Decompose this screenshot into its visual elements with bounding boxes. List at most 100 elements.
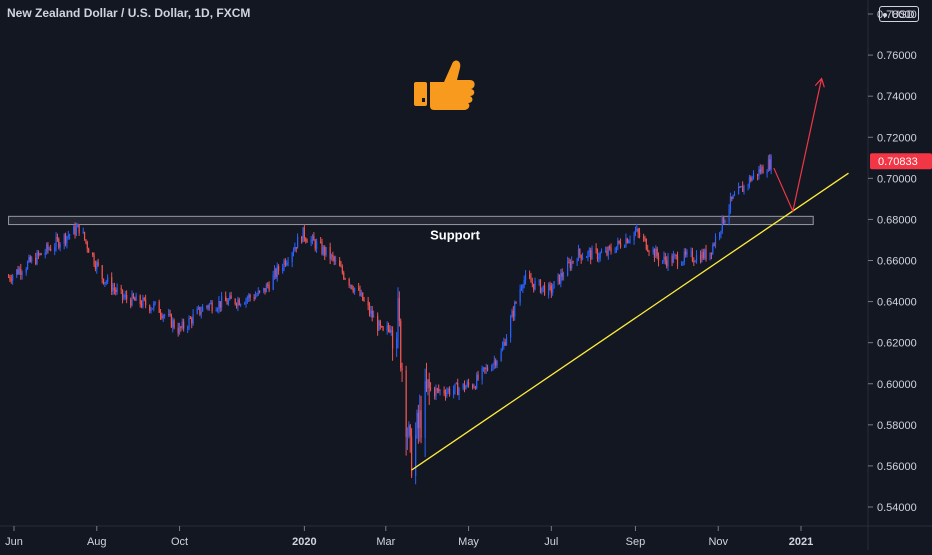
candle-body: [644, 238, 646, 240]
candle-body: [481, 368, 483, 380]
candle-body: [45, 244, 48, 253]
candle-body: [534, 280, 536, 290]
candle-body: [58, 238, 60, 248]
candle-body: [515, 302, 517, 304]
candle-body: [332, 254, 334, 258]
candle-body: [78, 224, 80, 234]
candle-body: [634, 230, 637, 233]
candle-body: [258, 290, 261, 292]
y-tick-label: 0.72000: [877, 132, 917, 144]
candle-body: [541, 287, 543, 293]
candle-body: [645, 238, 647, 250]
candle-body: [733, 194, 736, 196]
candle-body: [145, 299, 147, 306]
candle-body: [16, 269, 18, 276]
candle-body: [218, 301, 220, 309]
candle-body: [714, 236, 717, 245]
candle-body: [311, 235, 314, 240]
candle-body: [389, 328, 391, 333]
candle-body: [341, 266, 343, 273]
chart-title: New Zealand Dollar / U.S. Dollar, 1D, FX…: [7, 6, 251, 20]
candle-body: [728, 209, 730, 221]
y-tick-label: 0.76000: [877, 50, 917, 62]
candle-body: [104, 282, 106, 284]
candle-body: [313, 235, 315, 241]
candle-body: [626, 238, 628, 244]
candle-body: [83, 231, 86, 240]
candle-body: [113, 287, 116, 290]
candle-body: [192, 314, 194, 324]
candle-body: [737, 186, 740, 195]
candle-body: [40, 253, 42, 255]
candle-body: [256, 294, 258, 296]
candle-body: [314, 240, 316, 249]
candle-body: [35, 257, 37, 264]
candle-body: [272, 274, 274, 290]
candle-body: [267, 284, 269, 286]
candle-body: [656, 248, 658, 257]
candle-body: [398, 298, 400, 321]
candle-body: [720, 230, 722, 234]
candle-body: [690, 251, 692, 253]
candle-body: [21, 272, 23, 275]
candle-body: [447, 388, 449, 392]
candle-body: [254, 295, 257, 299]
candle-body: [386, 325, 388, 331]
candle-body: [111, 277, 113, 292]
candle-body: [208, 304, 210, 308]
candle-body: [474, 386, 476, 389]
candle-body: [330, 254, 333, 259]
candle-body: [219, 301, 221, 308]
candle-body: [436, 388, 438, 390]
candle-body: [37, 252, 40, 256]
candle-body: [572, 261, 574, 263]
candle-body: [503, 342, 505, 347]
candle-body: [170, 314, 172, 328]
candle-body: [568, 261, 570, 263]
candle-body: [240, 304, 242, 306]
candle-body: [206, 305, 208, 307]
candle-body: [699, 254, 702, 262]
candle-body: [367, 300, 369, 306]
candle-body: [680, 264, 683, 266]
candle-body: [397, 298, 399, 339]
y-tick-label: 0.66000: [877, 256, 917, 268]
candle-body: [550, 285, 552, 293]
candle-body: [615, 246, 618, 252]
candle-body: [56, 236, 59, 239]
candle-body: [462, 383, 464, 389]
candle-body: [761, 166, 763, 173]
candle-body: [723, 216, 725, 224]
candle-body: [88, 248, 90, 253]
currency-selector[interactable]: USD: [879, 6, 919, 22]
candle-body: [691, 251, 694, 261]
candle-body: [132, 293, 135, 299]
candle-body: [648, 251, 650, 253]
candle-body: [143, 298, 145, 300]
candle-body: [443, 390, 445, 394]
support-zone: [8, 215, 814, 226]
y-tick-label: 0.64000: [877, 297, 917, 309]
candle-body: [435, 388, 437, 397]
candle-body: [154, 301, 156, 304]
candle-body: [624, 246, 626, 248]
candle-body: [10, 279, 12, 281]
candle-body: [67, 235, 69, 237]
candle-body: [434, 388, 436, 397]
candle-body: [721, 216, 723, 231]
candle-body: [264, 288, 266, 293]
candle-body: [18, 268, 21, 275]
candle-body: [455, 382, 457, 384]
candle-body: [476, 374, 478, 389]
candle-body: [709, 252, 711, 260]
candle-body: [619, 242, 622, 248]
candle-body: [501, 346, 504, 351]
candle-body: [705, 249, 707, 260]
candle-body: [595, 248, 597, 250]
candle-body: [253, 297, 255, 299]
candle-body: [287, 262, 289, 264]
candle-body: [94, 264, 97, 269]
candle-body: [295, 247, 297, 249]
